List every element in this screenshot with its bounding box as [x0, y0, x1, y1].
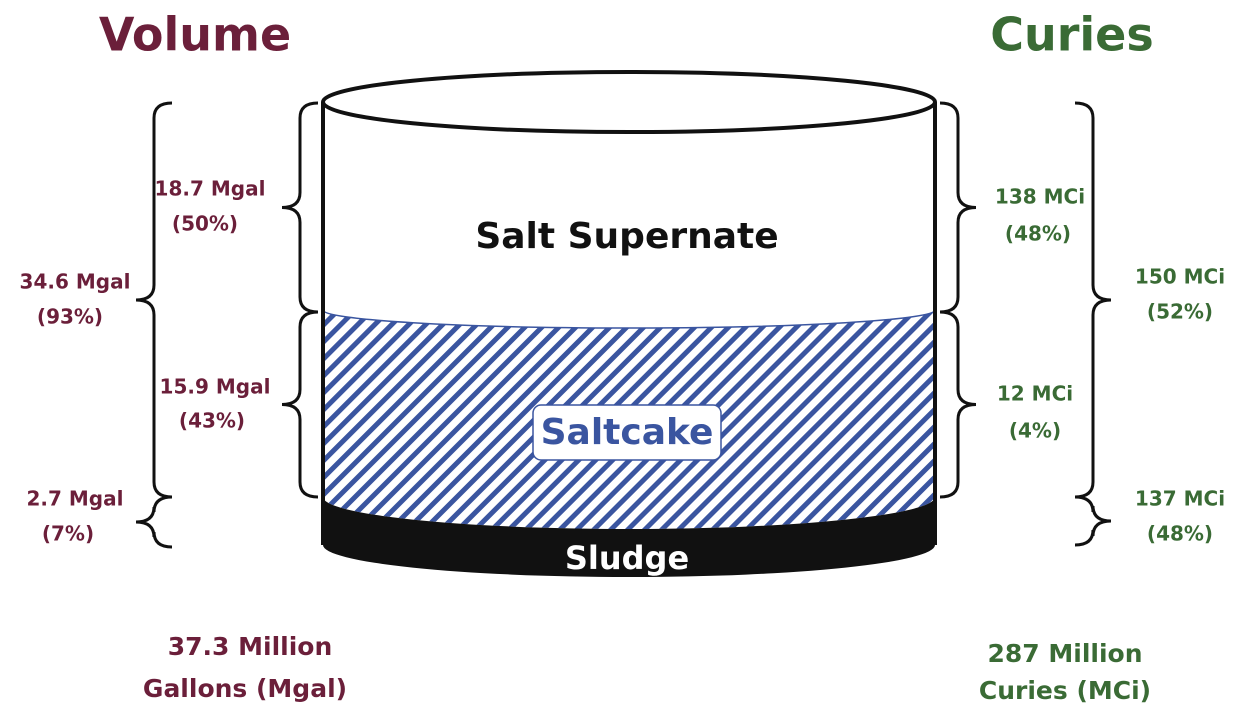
volume-amount: 18.7 Mgal — [155, 177, 266, 201]
volume-amount: 15.9 Mgal — [160, 375, 271, 399]
brace — [282, 103, 318, 312]
curies-amount: 137 MCi — [1135, 487, 1225, 511]
curies-total: Curies (MCi) — [979, 676, 1151, 705]
brace — [940, 312, 976, 497]
brace — [136, 497, 172, 547]
volume-share: (43%) — [179, 409, 245, 433]
curies-share: (48%) — [1147, 522, 1213, 546]
curies-title: Curies — [990, 8, 1154, 62]
layer-label: Salt Supernate — [475, 216, 778, 257]
curies-amount: 138 MCi — [995, 185, 1085, 209]
brace — [940, 103, 976, 312]
brace — [1075, 497, 1111, 545]
volume-title: Volume — [99, 8, 291, 62]
volume-share: (93%) — [37, 305, 103, 329]
volume-total: Gallons (Mgal) — [143, 674, 347, 703]
volume-share: (7%) — [42, 522, 94, 546]
tank-top — [323, 72, 935, 132]
volume-amount: 2.7 Mgal — [27, 487, 124, 511]
layer-label: Saltcake — [541, 412, 714, 453]
curies-share: (4%) — [1009, 419, 1061, 443]
curies-total: 287 Million — [987, 639, 1142, 668]
curies-amount: 12 MCi — [997, 382, 1073, 406]
volume-total: 37.3 Million — [168, 632, 333, 661]
curies-amount: 150 MCi — [1135, 265, 1225, 289]
layer-label: Sludge — [565, 539, 689, 577]
curies-share: (52%) — [1147, 300, 1213, 324]
volume-share: (50%) — [172, 212, 238, 236]
curies-share: (48%) — [1005, 222, 1071, 246]
brace — [282, 312, 318, 497]
brace — [136, 103, 172, 497]
brace — [1075, 103, 1111, 497]
volume-amount: 34.6 Mgal — [20, 270, 131, 294]
tank-diagram: Salt Supernate Saltcake Sludge Volume Cu… — [0, 0, 1241, 707]
